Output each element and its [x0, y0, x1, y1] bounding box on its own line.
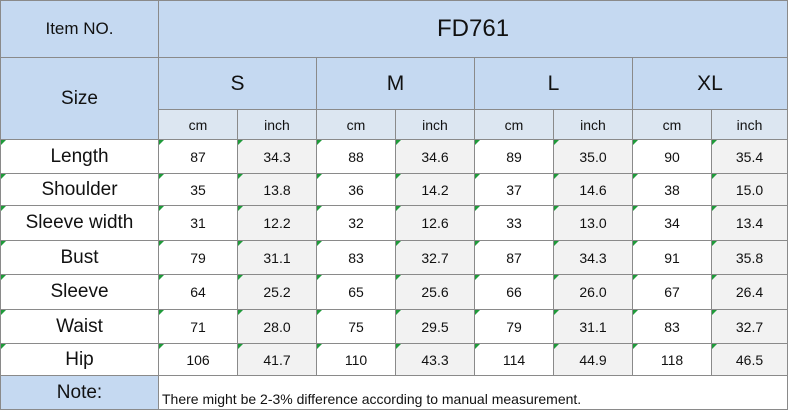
cell-cm: 88	[316, 139, 396, 174]
item-no-label: Item NO.	[0, 0, 159, 58]
cell-cm: 33	[474, 205, 554, 241]
cell-inch: 14.2	[395, 173, 475, 206]
table-row: Hip 106 41.7 110 43.3 114 44.9 118 46.5	[0, 343, 788, 376]
size-l-header: L	[474, 57, 633, 110]
note-row: Note: There might be 2-3% difference acc…	[0, 375, 788, 410]
cell-cm: 87	[474, 240, 554, 275]
cell-cm: 83	[632, 309, 712, 344]
unit-header-inch: inch	[710, 109, 788, 140]
item-no-value: FD761	[157, 0, 788, 58]
cell-inch: 34.6	[395, 139, 475, 174]
cell-inch: 43.3	[395, 343, 475, 376]
cell-cm: 32	[316, 205, 396, 241]
cell-inch: 32.7	[395, 240, 475, 275]
cell-cm: 106	[158, 343, 238, 376]
cell-inch: 34.3	[553, 240, 633, 275]
cell-cm: 79	[474, 309, 554, 344]
note-label: Note:	[0, 375, 159, 410]
cell-cm: 75	[316, 309, 396, 344]
note-text: There might be 2-3% difference according…	[157, 375, 788, 410]
cell-inch: 35.8	[710, 240, 788, 275]
row-label: Sleeve width	[0, 205, 159, 241]
cell-cm: 118	[632, 343, 712, 376]
cell-cm: 37	[474, 173, 554, 206]
unit-header-cm: cm	[316, 109, 396, 140]
cell-cm: 64	[158, 274, 238, 310]
cell-cm: 110	[316, 343, 396, 376]
cell-inch: 31.1	[237, 240, 317, 275]
cell-inch: 31.1	[553, 309, 633, 344]
row-label: Shoulder	[0, 173, 159, 206]
cell-inch: 34.3	[237, 139, 317, 174]
size-s-header: S	[158, 57, 317, 110]
table-row: Sleeve 64 25.2 65 25.6 66 26.0 67 26.4	[0, 274, 788, 310]
cell-inch: 35.0	[553, 139, 633, 174]
row-label: Hip	[0, 343, 159, 376]
cell-cm: 114	[474, 343, 554, 376]
size-row: Size S M L XL	[0, 57, 788, 140]
size-m-header: M	[316, 57, 475, 110]
cell-inch: 13.4	[710, 205, 788, 241]
unit-header-inch: inch	[237, 109, 317, 140]
table-row: Shoulder 35 13.8 36 14.2 37 14.6 38 15.0	[0, 173, 788, 206]
cell-inch: 12.2	[237, 205, 317, 241]
cell-cm: 65	[316, 274, 396, 310]
row-label: Length	[0, 139, 159, 174]
cell-inch: 44.9	[553, 343, 633, 376]
cell-cm: 89	[474, 139, 554, 174]
row-label: Sleeve	[0, 274, 159, 310]
cell-cm: 83	[316, 240, 396, 275]
cell-inch: 46.5	[710, 343, 788, 376]
cell-cm: 71	[158, 309, 238, 344]
unit-header-cm: cm	[158, 109, 238, 140]
cell-cm: 31	[158, 205, 238, 241]
unit-header-cm: cm	[632, 109, 712, 140]
cell-inch: 32.7	[710, 309, 788, 344]
cell-inch: 25.6	[395, 274, 475, 310]
table-row: Bust 79 31.1 83 32.7 87 34.3 91 35.8	[0, 240, 788, 275]
cell-cm: 67	[632, 274, 712, 310]
cell-inch: 14.6	[553, 173, 633, 206]
cell-inch: 13.0	[553, 205, 633, 241]
unit-header-inch: inch	[395, 109, 475, 140]
cell-cm: 90	[632, 139, 712, 174]
cell-inch: 26.4	[710, 274, 788, 310]
unit-row: cm inch cm inch cm inch cm inch	[1, 109, 788, 140]
item-row: Item NO. FD761	[0, 0, 788, 58]
cell-cm: 91	[632, 240, 712, 275]
table-row: Length 87 34.3 88 34.6 89 35.0 90 35.4	[0, 139, 788, 174]
cell-cm: 87	[158, 139, 238, 174]
cell-cm: 34	[632, 205, 712, 241]
measurement-rows: Length 87 34.3 88 34.6 89 35.0 90 35.4 Shoulder 35…	[0, 139, 788, 376]
table-row: Waist 71 28.0 75 29.5 79 31.1 83 32.7	[0, 309, 788, 344]
cell-inch: 28.0	[237, 309, 317, 344]
table-row: Sleeve width 31 12.2 32 12.6 33 13.0 34 13.4	[0, 205, 788, 241]
row-label: Bust	[0, 240, 159, 275]
cell-cm: 35	[158, 173, 238, 206]
row-label: Waist	[0, 309, 159, 344]
cell-inch: 41.7	[237, 343, 317, 376]
cell-inch: 26.0	[553, 274, 633, 310]
unit-header-cm: cm	[474, 109, 554, 140]
cell-inch: 13.8	[237, 173, 317, 206]
cell-inch: 29.5	[395, 309, 475, 344]
cell-cm: 79	[158, 240, 238, 275]
size-label: Size	[0, 57, 159, 140]
cell-inch: 12.6	[395, 205, 475, 241]
cell-cm: 66	[474, 274, 554, 310]
size-xl-header: XL	[631, 57, 788, 110]
cell-inch: 25.2	[237, 274, 317, 310]
cell-inch: 15.0	[710, 173, 788, 206]
cell-inch: 35.4	[710, 139, 788, 174]
cell-cm: 36	[316, 173, 396, 206]
unit-header-inch: inch	[553, 109, 633, 140]
cell-cm: 38	[632, 173, 712, 206]
